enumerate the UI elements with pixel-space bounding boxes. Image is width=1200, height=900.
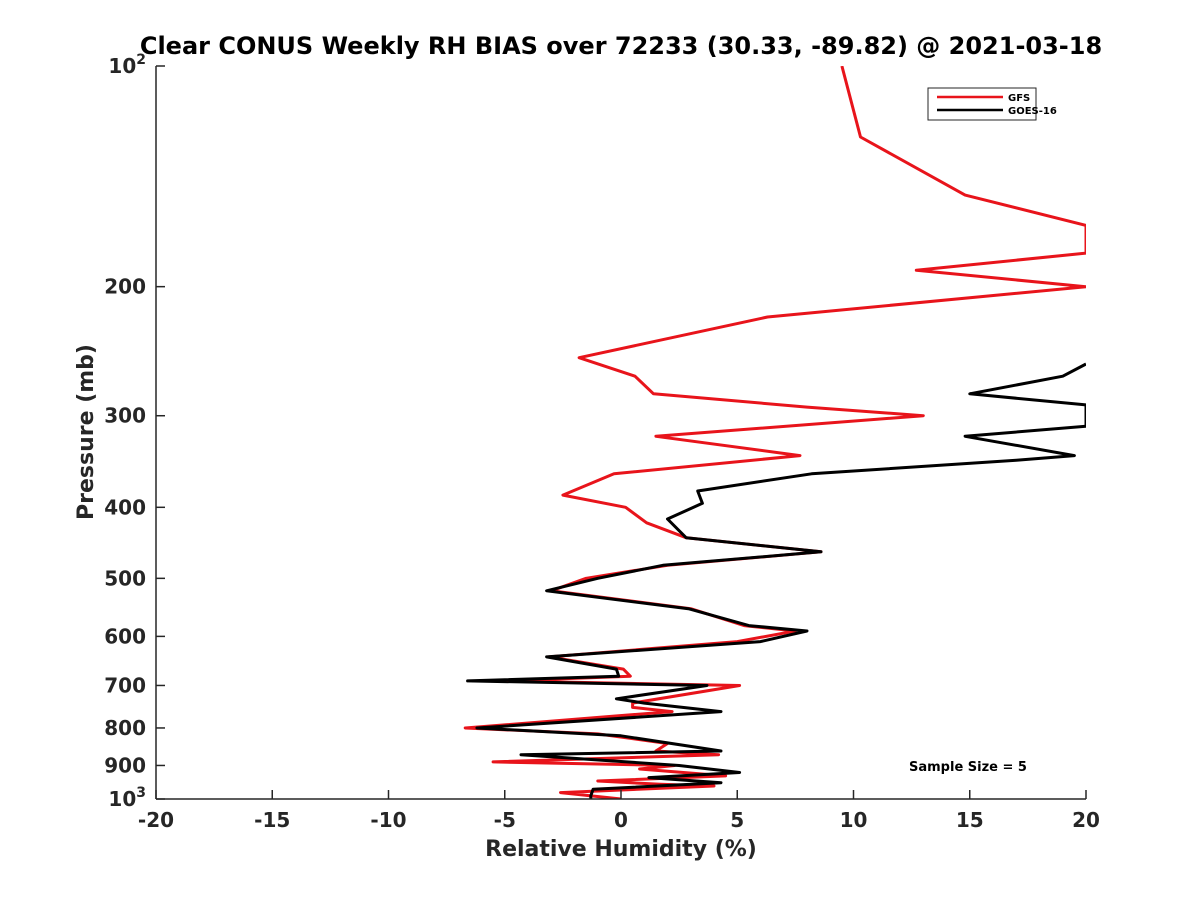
- x-axis-ticks: -20 -15 -10 -5 0 5 10 15 20: [138, 790, 1100, 832]
- x-tick-label: 5: [730, 808, 744, 832]
- chart-title: Clear CONUS Weekly RH BIAS over 72233 (3…: [140, 32, 1102, 60]
- y-tick-label: 103: [108, 785, 146, 811]
- y-axis-ticks: 102 200 300 400 500 600 700 800 900 103: [104, 52, 165, 811]
- x-tick-label: -5: [494, 808, 516, 832]
- x-tick-label: -15: [254, 808, 290, 832]
- x-tick-label: -20: [138, 808, 174, 832]
- y-tick-label: 400: [104, 495, 146, 519]
- legend-box: [927, 87, 1037, 121]
- y-axis-label: Pressure (mb): [74, 344, 99, 520]
- sample-size-annotation: Sample Size = 5: [909, 760, 1027, 775]
- y-tick-label: 300: [104, 404, 146, 428]
- y-tick-label: 102: [108, 52, 146, 78]
- y-tick-label: 500: [104, 566, 146, 590]
- x-tick-label: 10: [840, 808, 868, 832]
- x-tick-label: 0: [614, 808, 628, 832]
- x-axis-label: Relative Humidity (%): [485, 837, 757, 862]
- y-tick-label: 800: [104, 716, 146, 740]
- x-tick-label: -10: [370, 808, 406, 832]
- y-tick-label: 600: [104, 624, 146, 648]
- legend-label-gfs: GFS: [1008, 93, 1030, 104]
- y-tick-label: 900: [104, 753, 146, 777]
- series-line-goes-16: [466, 362, 1086, 799]
- y-tick-label: 700: [104, 673, 146, 697]
- legend: GFS GOES-16: [927, 87, 1057, 121]
- legend-label-goes-16: GOES-16: [1008, 106, 1057, 117]
- x-tick-label: 20: [1072, 808, 1100, 832]
- series-layer: [463, 66, 1086, 799]
- x-tick-label: 15: [956, 808, 984, 832]
- y-tick-label: 200: [104, 275, 146, 299]
